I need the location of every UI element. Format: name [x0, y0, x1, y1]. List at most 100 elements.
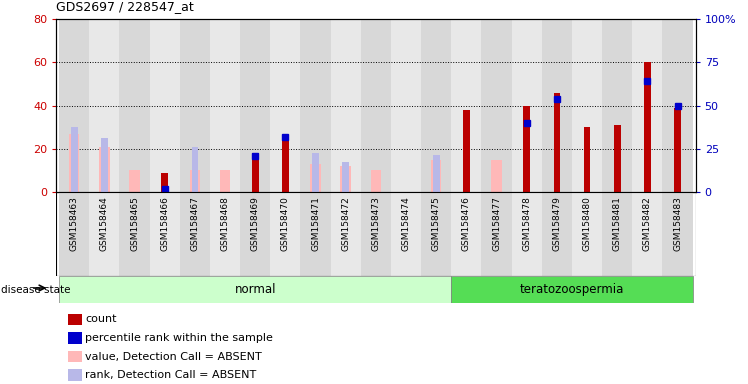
Bar — [312, 153, 319, 192]
Bar — [220, 170, 230, 192]
Bar — [451, 276, 693, 303]
Text: normal: normal — [234, 283, 276, 296]
Bar — [150, 192, 180, 276]
Bar — [632, 192, 663, 276]
Bar — [451, 19, 482, 192]
Bar — [282, 136, 289, 192]
Text: GSM158473: GSM158473 — [371, 196, 381, 251]
Bar — [644, 62, 651, 192]
Bar — [150, 19, 180, 192]
Bar — [421, 192, 451, 276]
Bar — [240, 19, 270, 192]
Bar — [602, 19, 632, 192]
Text: GSM158477: GSM158477 — [492, 196, 501, 251]
Bar — [433, 155, 440, 192]
Bar — [71, 127, 78, 192]
Bar — [67, 314, 82, 325]
Bar — [59, 19, 89, 192]
Bar — [191, 147, 198, 192]
Bar — [59, 276, 451, 303]
Bar — [421, 19, 451, 192]
Bar — [162, 172, 168, 192]
Bar — [120, 19, 150, 192]
Text: GSM158475: GSM158475 — [432, 196, 441, 251]
Bar — [67, 351, 82, 362]
Text: GSM158474: GSM158474 — [402, 196, 411, 251]
Text: GSM158463: GSM158463 — [70, 196, 79, 251]
Text: value, Detection Call = ABSENT: value, Detection Call = ABSENT — [85, 352, 262, 362]
Bar — [482, 19, 512, 192]
Text: GSM158481: GSM158481 — [613, 196, 622, 251]
Bar — [632, 19, 663, 192]
Bar — [482, 192, 512, 276]
Bar — [463, 157, 470, 192]
Bar — [69, 134, 79, 192]
Bar — [331, 192, 361, 276]
Bar — [101, 138, 108, 192]
Bar — [180, 192, 210, 276]
Bar — [614, 125, 621, 192]
Text: GSM158468: GSM158468 — [221, 196, 230, 251]
Bar — [340, 166, 351, 192]
Text: GSM158478: GSM158478 — [522, 196, 531, 251]
Bar — [674, 108, 681, 192]
Bar — [59, 192, 89, 276]
Bar — [572, 19, 602, 192]
Text: GSM158479: GSM158479 — [552, 196, 561, 251]
Bar — [301, 192, 331, 276]
Text: GSM158465: GSM158465 — [130, 196, 139, 251]
Text: GSM158482: GSM158482 — [643, 196, 652, 251]
Bar — [361, 19, 391, 192]
Text: rank, Detection Call = ABSENT: rank, Detection Call = ABSENT — [85, 370, 256, 380]
Bar — [491, 160, 502, 192]
Text: GSM158483: GSM158483 — [673, 196, 682, 251]
Text: teratozoospermia: teratozoospermia — [520, 283, 624, 296]
Bar — [89, 192, 120, 276]
Bar — [663, 192, 693, 276]
Bar — [67, 333, 82, 344]
Text: GSM158480: GSM158480 — [583, 196, 592, 251]
Bar — [463, 110, 470, 192]
Bar — [89, 19, 120, 192]
Text: count: count — [85, 314, 117, 324]
Bar — [282, 151, 289, 192]
Bar — [331, 19, 361, 192]
Text: GSM158469: GSM158469 — [251, 196, 260, 251]
Text: GSM158476: GSM158476 — [462, 196, 471, 251]
Bar — [252, 153, 259, 192]
Bar — [99, 147, 110, 192]
Bar — [572, 192, 602, 276]
Bar — [310, 164, 321, 192]
Bar — [542, 192, 572, 276]
Bar — [343, 162, 349, 192]
Bar — [663, 19, 693, 192]
Text: GSM158464: GSM158464 — [100, 196, 109, 251]
Bar — [180, 19, 210, 192]
Bar — [129, 170, 140, 192]
Text: GDS2697 / 228547_at: GDS2697 / 228547_at — [56, 0, 194, 13]
Text: disease state: disease state — [1, 285, 70, 295]
Text: GSM158471: GSM158471 — [311, 196, 320, 251]
Bar — [67, 369, 82, 381]
Bar — [301, 19, 331, 192]
Bar — [270, 192, 301, 276]
Bar — [391, 19, 421, 192]
Bar — [270, 19, 301, 192]
Bar — [240, 192, 270, 276]
Bar — [512, 192, 542, 276]
Bar — [554, 93, 560, 192]
Bar — [120, 192, 150, 276]
Text: GSM158472: GSM158472 — [341, 196, 350, 251]
Text: GSM158470: GSM158470 — [280, 196, 290, 251]
Text: percentile rank within the sample: percentile rank within the sample — [85, 333, 273, 343]
Text: GSM158467: GSM158467 — [191, 196, 200, 251]
Bar — [524, 147, 530, 192]
Bar — [431, 160, 441, 192]
Bar — [189, 170, 200, 192]
Bar — [451, 192, 482, 276]
Bar — [370, 170, 381, 192]
Bar — [210, 19, 240, 192]
Text: GSM158466: GSM158466 — [160, 196, 169, 251]
Bar — [210, 192, 240, 276]
Bar — [391, 192, 421, 276]
